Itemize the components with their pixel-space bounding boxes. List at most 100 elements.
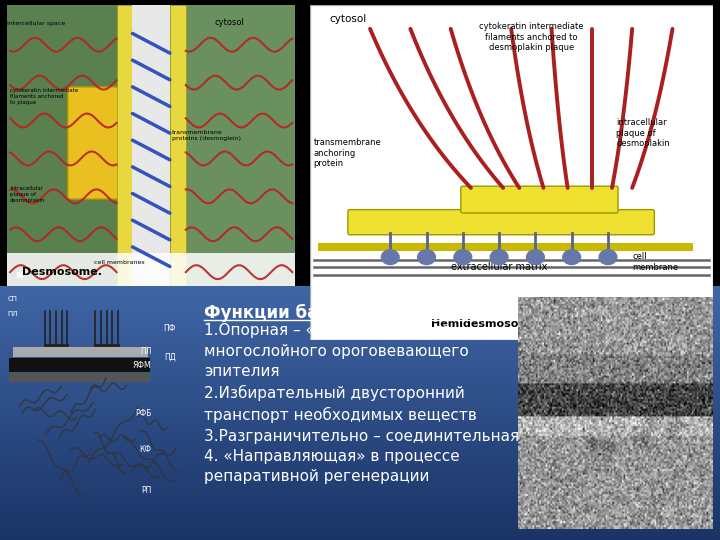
Circle shape xyxy=(382,250,399,265)
Text: cytokeratin intermediate
filaments anchored to
desmoplakin plaque: cytokeratin intermediate filaments ancho… xyxy=(479,22,584,52)
FancyBboxPatch shape xyxy=(117,5,132,286)
FancyBboxPatch shape xyxy=(0,410,720,413)
FancyBboxPatch shape xyxy=(0,497,720,500)
Text: ПЛ: ПЛ xyxy=(140,347,151,356)
FancyBboxPatch shape xyxy=(0,532,720,535)
FancyBboxPatch shape xyxy=(0,352,720,355)
FancyBboxPatch shape xyxy=(0,370,720,373)
FancyBboxPatch shape xyxy=(0,385,720,388)
FancyBboxPatch shape xyxy=(13,348,148,357)
FancyBboxPatch shape xyxy=(0,357,720,360)
FancyBboxPatch shape xyxy=(0,342,720,345)
FancyBboxPatch shape xyxy=(0,517,720,519)
FancyBboxPatch shape xyxy=(0,446,720,449)
Text: transmembrane
proteins (desmoglein): transmembrane proteins (desmoglein) xyxy=(172,130,241,141)
Text: cytosol: cytosol xyxy=(215,18,244,27)
FancyBboxPatch shape xyxy=(0,309,720,312)
FancyBboxPatch shape xyxy=(7,5,295,286)
FancyBboxPatch shape xyxy=(0,438,720,441)
FancyBboxPatch shape xyxy=(0,441,720,443)
FancyBboxPatch shape xyxy=(0,403,720,406)
FancyBboxPatch shape xyxy=(0,289,720,291)
FancyBboxPatch shape xyxy=(132,5,170,286)
Text: intracellular
plaque of
desmoplakin: intracellular plaque of desmoplakin xyxy=(616,118,670,148)
FancyBboxPatch shape xyxy=(0,375,720,377)
FancyBboxPatch shape xyxy=(0,443,720,446)
FancyBboxPatch shape xyxy=(310,5,713,340)
Text: intercellular space: intercellular space xyxy=(7,21,66,26)
Text: cytosol: cytosol xyxy=(330,14,367,24)
FancyBboxPatch shape xyxy=(0,322,720,324)
FancyBboxPatch shape xyxy=(0,296,720,299)
Circle shape xyxy=(563,250,580,265)
FancyBboxPatch shape xyxy=(0,413,720,416)
FancyBboxPatch shape xyxy=(0,471,720,474)
FancyBboxPatch shape xyxy=(0,459,720,461)
FancyBboxPatch shape xyxy=(0,373,720,375)
FancyBboxPatch shape xyxy=(0,456,720,459)
FancyBboxPatch shape xyxy=(0,512,720,515)
FancyBboxPatch shape xyxy=(0,449,720,451)
FancyBboxPatch shape xyxy=(461,186,618,213)
FancyBboxPatch shape xyxy=(9,373,150,381)
Text: ПФ: ПФ xyxy=(163,323,176,333)
FancyBboxPatch shape xyxy=(7,5,122,286)
FancyBboxPatch shape xyxy=(0,477,720,479)
Text: cytokeratin intermediate
filaments anchored
to plaque: cytokeratin intermediate filaments ancho… xyxy=(10,88,78,105)
FancyBboxPatch shape xyxy=(0,479,720,482)
FancyBboxPatch shape xyxy=(0,291,720,294)
FancyBboxPatch shape xyxy=(0,464,720,467)
FancyBboxPatch shape xyxy=(0,286,720,289)
FancyBboxPatch shape xyxy=(0,350,720,352)
Text: extracellular matrix: extracellular matrix xyxy=(451,262,547,272)
FancyBboxPatch shape xyxy=(0,494,720,497)
Text: РП: РП xyxy=(141,487,151,495)
Text: Hemidesmosome.: Hemidesmosome. xyxy=(431,319,541,329)
Text: 1.Опорная – «фундамент» для
многослойного ороговевающего
эпителия
2.Избирательны: 1.Опорная – «фундамент» для многослойног… xyxy=(204,323,519,484)
FancyBboxPatch shape xyxy=(0,395,720,398)
FancyBboxPatch shape xyxy=(0,393,720,395)
FancyBboxPatch shape xyxy=(0,525,720,527)
Text: cell membranes: cell membranes xyxy=(94,260,144,265)
Circle shape xyxy=(599,250,617,265)
Text: Функции базальной пластинки:: Функции базальной пластинки: xyxy=(204,303,508,322)
FancyBboxPatch shape xyxy=(0,314,720,316)
FancyBboxPatch shape xyxy=(348,210,654,235)
FancyBboxPatch shape xyxy=(68,87,120,199)
FancyBboxPatch shape xyxy=(0,530,720,532)
FancyBboxPatch shape xyxy=(0,474,720,477)
FancyBboxPatch shape xyxy=(0,504,720,507)
FancyBboxPatch shape xyxy=(0,416,720,418)
FancyBboxPatch shape xyxy=(0,334,720,337)
FancyBboxPatch shape xyxy=(0,434,720,436)
FancyBboxPatch shape xyxy=(0,500,720,502)
Text: transmembrane
anchoring
protein: transmembrane anchoring protein xyxy=(314,138,382,168)
FancyBboxPatch shape xyxy=(0,401,720,403)
FancyBboxPatch shape xyxy=(0,431,720,434)
FancyBboxPatch shape xyxy=(0,492,720,494)
FancyBboxPatch shape xyxy=(0,537,720,540)
FancyBboxPatch shape xyxy=(0,502,720,504)
FancyBboxPatch shape xyxy=(0,337,720,340)
Text: РФБ: РФБ xyxy=(135,409,151,417)
FancyBboxPatch shape xyxy=(9,359,150,372)
Text: cell
membrane: cell membrane xyxy=(632,253,678,272)
FancyBboxPatch shape xyxy=(0,515,720,517)
FancyBboxPatch shape xyxy=(0,367,720,370)
FancyBboxPatch shape xyxy=(318,243,693,252)
FancyBboxPatch shape xyxy=(0,467,720,469)
FancyBboxPatch shape xyxy=(0,482,720,484)
FancyBboxPatch shape xyxy=(0,507,720,510)
FancyBboxPatch shape xyxy=(0,299,720,301)
FancyBboxPatch shape xyxy=(0,388,720,390)
Text: КФ: КФ xyxy=(140,445,151,454)
FancyBboxPatch shape xyxy=(0,421,720,423)
FancyBboxPatch shape xyxy=(0,347,720,350)
FancyBboxPatch shape xyxy=(0,362,720,365)
FancyBboxPatch shape xyxy=(0,294,720,296)
FancyBboxPatch shape xyxy=(0,390,720,393)
FancyBboxPatch shape xyxy=(0,487,720,489)
FancyBboxPatch shape xyxy=(0,360,720,362)
FancyBboxPatch shape xyxy=(0,527,720,530)
FancyBboxPatch shape xyxy=(183,5,295,286)
